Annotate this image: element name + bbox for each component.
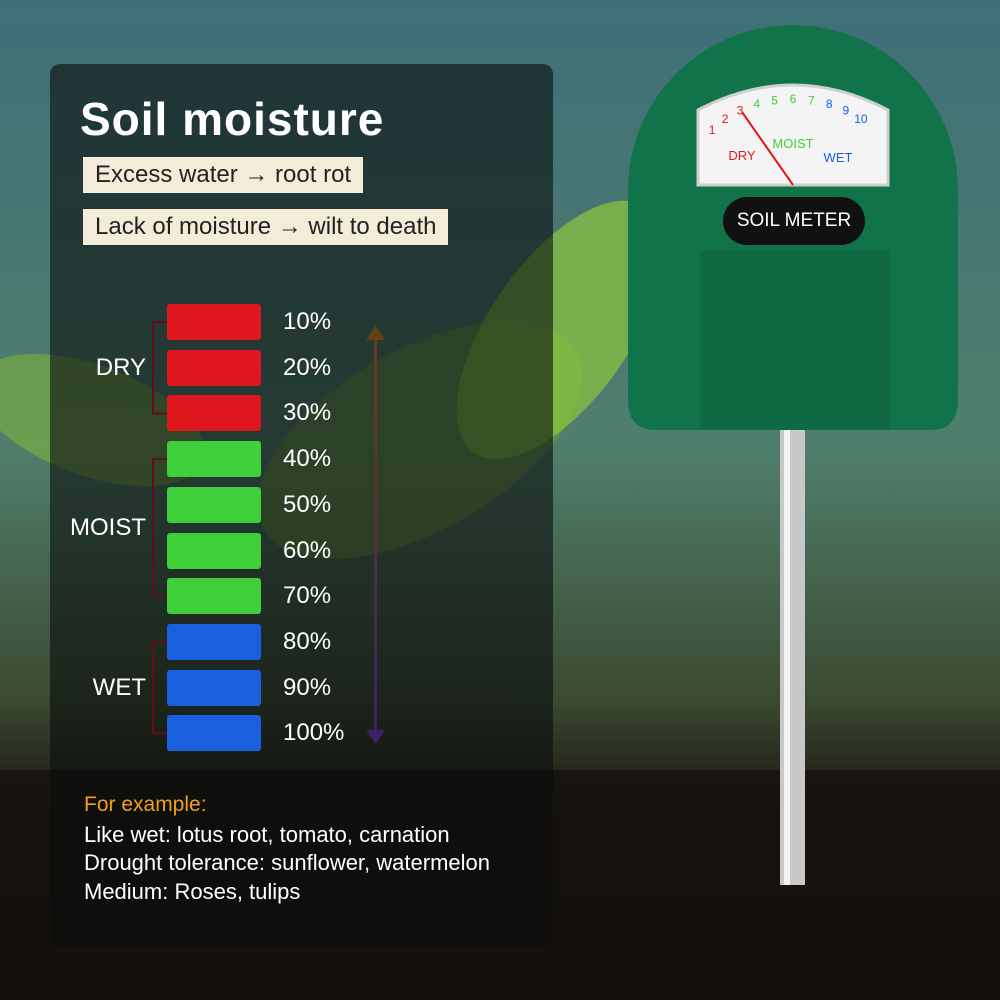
note: Excess water → root rot [83, 157, 364, 193]
dial-number: 8 [826, 97, 833, 111]
level-bar [167, 304, 261, 340]
level-bar [167, 578, 261, 615]
level-label: 60% [283, 536, 332, 564]
level-bar [167, 715, 261, 752]
note: Lack of moisture → wilt to death [83, 209, 449, 245]
title: Soil moisture [80, 93, 385, 145]
level-label: 10% [283, 308, 332, 335]
dial-number: 10 [854, 112, 868, 126]
level-bar [167, 441, 261, 478]
group-label: WET [92, 673, 146, 701]
dial-zone: WET [824, 150, 853, 165]
dial-number: 1 [709, 123, 716, 137]
level-bar [167, 532, 261, 569]
level-label: 50% [283, 490, 332, 518]
dial-zone: DRY [728, 148, 756, 163]
level-bar [167, 623, 261, 660]
level-bar [167, 349, 261, 386]
level-bar [167, 486, 261, 523]
dial-number: 2 [722, 112, 729, 126]
example-line: Like wet: lotus root, tomato, carnation [84, 822, 450, 847]
example-heading: For example: [84, 793, 207, 816]
level-label: 30% [283, 399, 332, 427]
dial-number: 4 [753, 97, 760, 111]
level-label: 90% [283, 673, 332, 701]
level-label: 100% [283, 719, 345, 747]
dial-number: 6 [790, 92, 797, 106]
group-label: MOIST [70, 513, 146, 541]
level-bar [167, 669, 261, 706]
meter-brand: SOIL METER [736, 210, 852, 231]
group-label: DRY [95, 353, 146, 381]
dial-zone: MOIST [772, 136, 813, 151]
dial-number: 3 [737, 104, 744, 118]
level-label: 80% [283, 627, 332, 655]
level-label: 40% [283, 445, 332, 473]
level-bar [167, 395, 261, 432]
dial-number: 5 [771, 93, 778, 107]
dial-number: 7 [808, 93, 815, 107]
example-line: Drought tolerance: sunflower, watermelon [84, 850, 490, 875]
dial-number: 9 [843, 104, 850, 118]
level-label: 70% [283, 582, 332, 610]
example-line: Medium: Roses, tulips [84, 879, 301, 904]
level-label: 20% [283, 353, 332, 381]
